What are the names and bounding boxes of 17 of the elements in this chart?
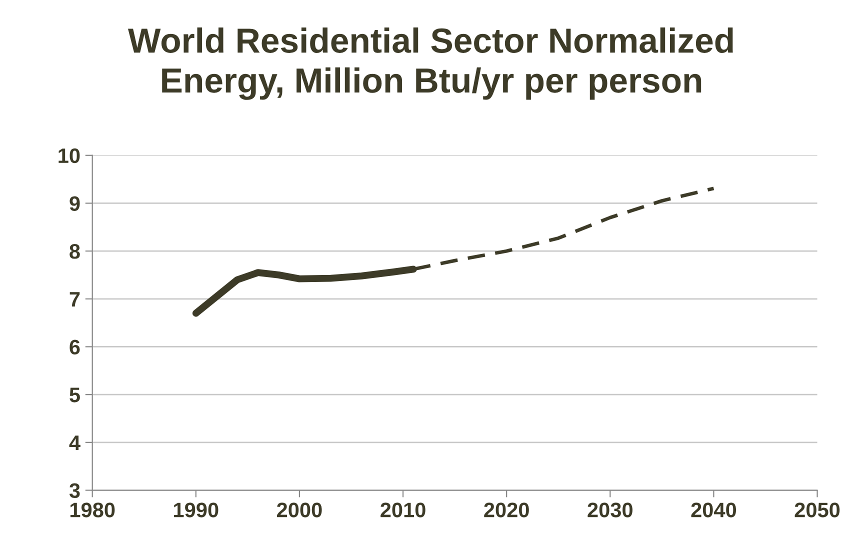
x-tick-label: 2040: [691, 502, 736, 518]
y-tick-label: 5: [70, 388, 80, 402]
y-tick-label: 4: [69, 436, 80, 450]
x-tick-label: 1990: [174, 502, 218, 518]
y-tick-label: 3: [69, 483, 80, 498]
x-tick-label: 2020: [484, 502, 529, 518]
x-tick-label: 2000: [277, 502, 322, 518]
y-tick-label: 10: [58, 148, 80, 164]
x-tick-label: 1980: [70, 502, 115, 518]
chart-title: World Residential Sector Normalized Energy, Million Btu/yr per person: [128, 27, 733, 100]
y-tick-label: 7: [70, 292, 80, 306]
y-tick-label: 6: [70, 340, 80, 354]
x-tick-label: 2050: [794, 502, 840, 518]
x-tick-label: 2030: [588, 502, 632, 518]
y-tick-label: 8: [70, 244, 80, 259]
y-tick-label: 9: [70, 196, 80, 211]
x-tick-label: 2010: [380, 502, 426, 518]
